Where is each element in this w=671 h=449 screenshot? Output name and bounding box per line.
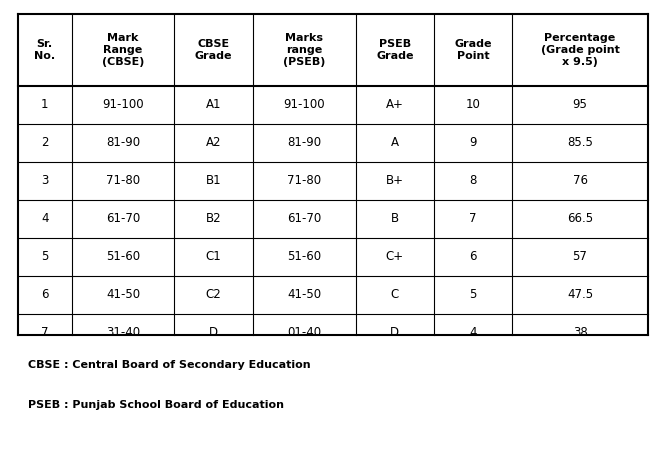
- Text: PSEB : Punjab School Board of Education: PSEB : Punjab School Board of Education: [28, 400, 284, 410]
- Text: 95: 95: [572, 98, 588, 111]
- Text: B: B: [391, 212, 399, 225]
- Text: D: D: [391, 326, 399, 339]
- Text: 9: 9: [469, 136, 477, 150]
- Text: C+: C+: [386, 251, 404, 264]
- Text: C2: C2: [206, 289, 221, 301]
- Text: CBSE : Central Board of Secondary Education: CBSE : Central Board of Secondary Educat…: [28, 360, 311, 370]
- Text: 7: 7: [41, 326, 48, 339]
- Text: B2: B2: [206, 212, 221, 225]
- Text: 1: 1: [41, 98, 48, 111]
- Text: 6: 6: [469, 251, 477, 264]
- Text: A: A: [391, 136, 399, 150]
- Text: 38: 38: [572, 326, 587, 339]
- Text: 41-50: 41-50: [287, 289, 321, 301]
- Text: 31-40: 31-40: [106, 326, 140, 339]
- Text: 10: 10: [466, 98, 480, 111]
- Text: Mark
Range
(CBSE): Mark Range (CBSE): [102, 33, 144, 67]
- Text: 51-60: 51-60: [287, 251, 321, 264]
- Text: 5: 5: [469, 289, 476, 301]
- Text: 91-100: 91-100: [283, 98, 325, 111]
- Text: 47.5: 47.5: [567, 289, 593, 301]
- Text: 3: 3: [41, 175, 48, 188]
- Text: PSEB
Grade: PSEB Grade: [376, 39, 413, 61]
- Text: 91-100: 91-100: [102, 98, 144, 111]
- Text: 2: 2: [41, 136, 48, 150]
- Text: Grade
Point: Grade Point: [454, 39, 492, 61]
- Text: 51-60: 51-60: [106, 251, 140, 264]
- Text: A2: A2: [206, 136, 221, 150]
- Text: B+: B+: [386, 175, 404, 188]
- Text: 61-70: 61-70: [106, 212, 140, 225]
- Text: 85.5: 85.5: [567, 136, 593, 150]
- Text: 41-50: 41-50: [106, 289, 140, 301]
- Text: 8: 8: [469, 175, 476, 188]
- Text: 81-90: 81-90: [106, 136, 140, 150]
- Text: 61-70: 61-70: [287, 212, 321, 225]
- Text: 57: 57: [572, 251, 588, 264]
- Text: 4: 4: [41, 212, 48, 225]
- Text: Marks
range
(PSEB): Marks range (PSEB): [283, 33, 325, 67]
- Text: Percentage
(Grade point
x 9.5): Percentage (Grade point x 9.5): [541, 33, 619, 67]
- Text: C1: C1: [206, 251, 221, 264]
- Text: A+: A+: [386, 98, 404, 111]
- Text: Sr.
No.: Sr. No.: [34, 39, 55, 61]
- Text: 71-80: 71-80: [106, 175, 140, 188]
- Text: 81-90: 81-90: [287, 136, 321, 150]
- Text: C: C: [391, 289, 399, 301]
- Text: 01-40: 01-40: [287, 326, 321, 339]
- Text: 5: 5: [41, 251, 48, 264]
- Text: 4: 4: [469, 326, 477, 339]
- Text: 6: 6: [41, 289, 48, 301]
- Text: CBSE
Grade: CBSE Grade: [195, 39, 232, 61]
- Text: 76: 76: [572, 175, 588, 188]
- Text: 7: 7: [469, 212, 477, 225]
- Text: 71-80: 71-80: [287, 175, 321, 188]
- Text: A1: A1: [206, 98, 221, 111]
- Text: B1: B1: [206, 175, 221, 188]
- Text: 66.5: 66.5: [567, 212, 593, 225]
- Text: D: D: [209, 326, 218, 339]
